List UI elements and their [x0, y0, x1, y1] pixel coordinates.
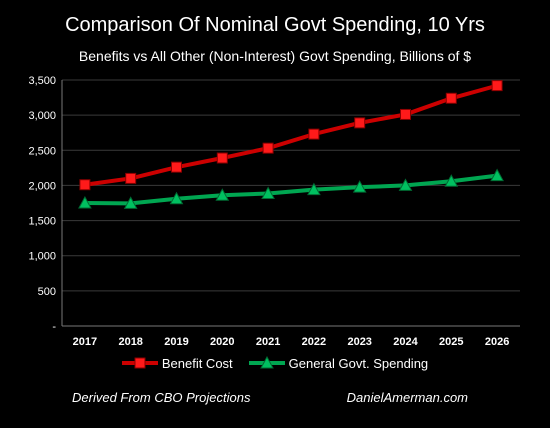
data-point-general-govt-spending	[123, 196, 138, 209]
y-tick-label: 1,500	[28, 216, 56, 228]
series-line-general-govt-spending	[84, 173, 498, 206]
data-point-benefit-cost	[125, 172, 137, 184]
data-point-benefit-cost	[445, 92, 457, 104]
x-tick-label: 2017	[73, 336, 97, 348]
data-point-general-govt-spending	[261, 186, 275, 200]
legend-item-general-govt-spending: General Govt. Spending	[248, 355, 429, 371]
data-point-general-govt-spending	[169, 191, 184, 205]
legend-marker-benefit-cost	[121, 357, 158, 369]
website-credit: DanielAmerman.com	[346, 390, 468, 405]
legend: Benefit Cost General Govt. Spending	[0, 352, 550, 374]
x-tick-label: 2025	[439, 336, 463, 348]
x-tick-label: 2023	[347, 336, 371, 348]
data-point-general-govt-spending	[444, 174, 459, 187]
data-point-general-govt-spending	[398, 178, 413, 191]
data-point-benefit-cost	[491, 80, 503, 92]
y-tick-label: 2,500	[28, 145, 56, 157]
data-point-general-govt-spending	[78, 195, 92, 209]
y-tick-label: 1,000	[28, 251, 56, 263]
data-point-general-govt-spending	[215, 188, 230, 201]
y-tick-label: 3,500	[28, 75, 56, 87]
data-point-general-govt-spending	[490, 168, 504, 182]
series-line-benefit-cost	[84, 83, 498, 187]
data-point-benefit-cost	[171, 161, 182, 173]
y-tick-label: 500	[38, 286, 56, 298]
data-point-benefit-cost	[308, 128, 320, 140]
data-point-benefit-cost	[216, 152, 228, 164]
data-point-benefit-cost	[262, 142, 274, 154]
legend-label-benefit-cost: Benefit Cost	[161, 355, 233, 371]
y-tick-label: 3,000	[28, 110, 56, 122]
x-tick-label: 2018	[118, 336, 142, 348]
x-tick-label: 2019	[164, 336, 188, 348]
data-point-general-govt-spending	[307, 182, 321, 196]
data-point-benefit-cost	[354, 117, 366, 129]
y-tick-label: 2,000	[28, 180, 56, 192]
x-tick-label: 2020	[210, 336, 234, 348]
data-point-general-govt-spending	[352, 180, 367, 193]
x-tick-label: 2024	[393, 336, 418, 348]
x-tick-label: 2026	[485, 336, 509, 348]
chart-title: Comparison Of Nominal Govt Spending, 10 …	[65, 14, 485, 36]
data-point-benefit-cost	[79, 179, 91, 191]
x-tick-label: 2022	[302, 336, 326, 348]
legend-label-general-govt-spending: General Govt. Spending	[288, 355, 429, 371]
data-point-benefit-cost	[400, 108, 411, 120]
y-tick-label: -	[52, 321, 56, 333]
legend-item-benefit-cost: Benefit Cost	[121, 355, 233, 371]
source-note: Derived From CBO Projections	[72, 390, 251, 405]
chart-subtitle: Benefits vs All Other (Non-Interest) Gov…	[78, 48, 472, 64]
legend-marker-general-govt-spending	[248, 356, 285, 369]
x-tick-label: 2021	[256, 336, 280, 348]
